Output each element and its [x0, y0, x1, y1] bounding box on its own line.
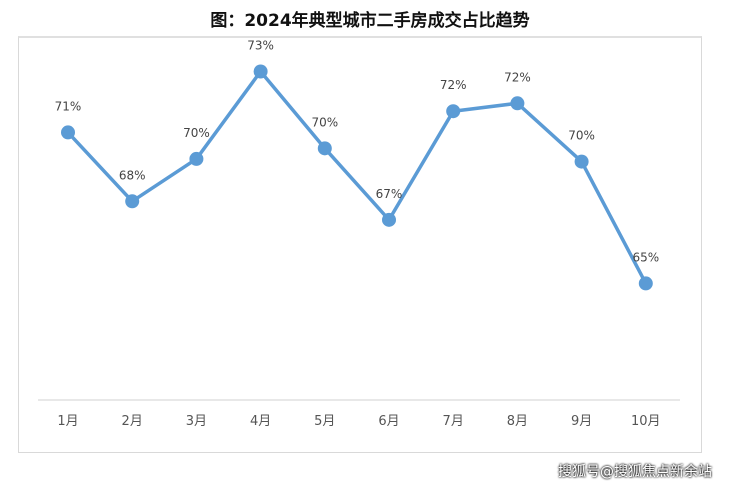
data-label: 67% — [376, 187, 403, 201]
x-tick-label: 8月 — [507, 414, 528, 429]
watermark: 搜狐号@搜狐焦点新余站 — [558, 464, 712, 480]
data-point — [574, 154, 589, 169]
data-point — [317, 141, 332, 156]
x-tick-label: 1月 — [57, 414, 78, 429]
data-point — [125, 194, 140, 209]
chart-frame — [18, 36, 702, 453]
data-point — [61, 125, 75, 140]
data-point — [253, 64, 268, 79]
data-label: 70% — [183, 126, 210, 140]
data-point — [446, 104, 461, 119]
data-point — [189, 151, 204, 166]
data-label: 70% — [311, 115, 338, 129]
x-tick-label: 7月 — [443, 414, 464, 429]
x-tick-label: 3月 — [186, 414, 207, 429]
x-tick-label: 6月 — [378, 414, 399, 429]
data-label: 72% — [504, 70, 531, 84]
x-tick-label: 10月 — [631, 414, 661, 429]
x-tick-label: 5月 — [314, 414, 335, 429]
data-point — [638, 276, 653, 291]
series-line — [66, 69, 648, 285]
x-tick-label: 2月 — [122, 414, 143, 429]
data-label: 68% — [119, 168, 146, 182]
data-label: 73% — [247, 38, 274, 52]
data-point — [382, 212, 396, 227]
data-label: 72% — [440, 78, 467, 92]
data-label: 70% — [568, 129, 595, 143]
data-label: 65% — [632, 250, 659, 264]
chart-title: 图：2024年典型城市二手房成交占比趋势 — [210, 11, 530, 31]
x-tick-label: 4月 — [250, 414, 271, 429]
x-tick-label: 9月 — [571, 414, 592, 429]
data-label: 71% — [55, 99, 82, 113]
data-point — [510, 96, 525, 111]
